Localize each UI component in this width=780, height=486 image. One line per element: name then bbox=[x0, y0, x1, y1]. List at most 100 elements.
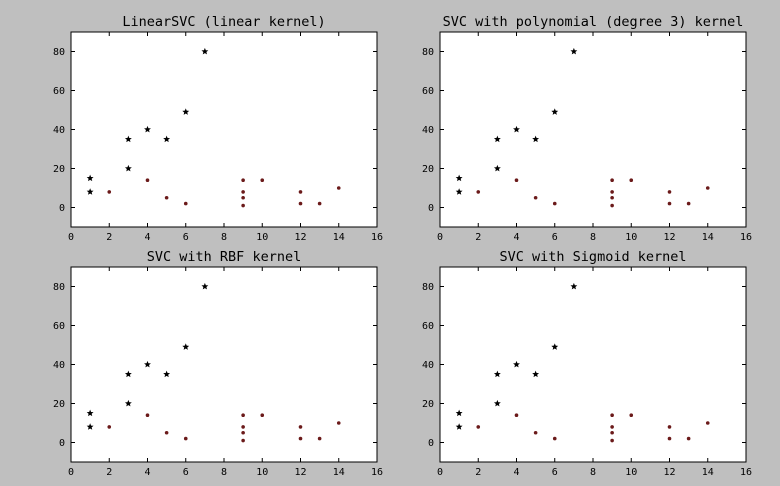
point-star bbox=[532, 135, 540, 143]
point-dot bbox=[145, 178, 150, 182]
point-dot bbox=[241, 190, 245, 194]
x-tick-label: 8 bbox=[221, 232, 227, 243]
point-star bbox=[144, 125, 151, 133]
point-star bbox=[124, 399, 132, 407]
point-star bbox=[455, 409, 463, 417]
y-tick-label: 0 bbox=[428, 203, 434, 214]
x-tick-label: 4 bbox=[144, 232, 150, 243]
point-dot bbox=[241, 430, 245, 435]
y-tick-label: 80 bbox=[422, 282, 434, 293]
point-dot bbox=[107, 425, 112, 429]
point-dot bbox=[705, 421, 710, 425]
point-dot bbox=[241, 203, 245, 208]
point-star bbox=[513, 125, 520, 133]
x-tick-label: 2 bbox=[106, 467, 112, 478]
x-tick-label: 14 bbox=[702, 232, 714, 243]
y-tick-label: 20 bbox=[422, 399, 434, 410]
point-star bbox=[455, 188, 463, 195]
point-dot bbox=[241, 425, 245, 429]
point-dot bbox=[317, 436, 322, 441]
point-dot bbox=[667, 190, 672, 194]
x-tick-label: 0 bbox=[437, 232, 443, 243]
x-tick-label: 10 bbox=[625, 467, 637, 478]
x-tick-label: 12 bbox=[663, 232, 675, 243]
point-dot bbox=[260, 178, 265, 182]
x-tick-label: 2 bbox=[106, 232, 112, 243]
plot-area bbox=[439, 31, 747, 228]
x-tick-label: 2 bbox=[475, 467, 481, 478]
y-tick-label: 80 bbox=[53, 47, 65, 58]
point-star bbox=[201, 282, 209, 290]
x-tick-label: 4 bbox=[513, 232, 519, 243]
point-dot bbox=[610, 190, 614, 194]
point-dot bbox=[476, 190, 481, 194]
point-star bbox=[493, 164, 501, 172]
point-dot bbox=[298, 190, 303, 194]
point-star bbox=[532, 370, 540, 378]
point-star bbox=[513, 360, 520, 368]
point-star bbox=[493, 135, 501, 143]
x-tick-label: 6 bbox=[552, 232, 558, 243]
point-dot bbox=[241, 178, 245, 182]
point-dot bbox=[705, 186, 710, 190]
point-dot bbox=[610, 425, 614, 429]
point-star bbox=[86, 174, 94, 182]
point-dot bbox=[686, 436, 691, 441]
point-star bbox=[570, 282, 578, 290]
x-tick-label: 4 bbox=[144, 467, 150, 478]
x-tick-label: 16 bbox=[371, 232, 383, 243]
point-dot bbox=[241, 438, 245, 443]
point-star bbox=[455, 174, 463, 182]
point-star bbox=[201, 47, 209, 55]
y-tick-label: 20 bbox=[53, 399, 65, 410]
plot-area bbox=[70, 266, 378, 463]
x-tick-label: 12 bbox=[294, 467, 306, 478]
y-tick-label: 0 bbox=[59, 438, 65, 449]
point-dot bbox=[533, 195, 538, 200]
x-tick-label: 0 bbox=[437, 467, 443, 478]
point-dot bbox=[667, 425, 672, 429]
x-tick-label: 12 bbox=[294, 232, 306, 243]
y-tick-label: 80 bbox=[422, 47, 434, 58]
y-tick-label: 60 bbox=[422, 321, 434, 332]
point-star bbox=[493, 370, 501, 378]
point-dot bbox=[317, 201, 322, 206]
x-tick-label: 8 bbox=[590, 467, 596, 478]
x-tick-label: 10 bbox=[625, 232, 637, 243]
point-dot bbox=[298, 425, 303, 429]
x-tick-label: 4 bbox=[513, 467, 519, 478]
point-star bbox=[163, 135, 171, 143]
point-dot bbox=[686, 201, 691, 206]
point-star bbox=[570, 47, 578, 55]
point-star bbox=[163, 370, 171, 378]
point-dot bbox=[164, 195, 169, 200]
point-dot bbox=[552, 436, 557, 441]
subplot-1: LinearSVC (linear kernel) 0 2 4 6 8 10 12 14 16 0 2… bbox=[53, 14, 383, 243]
point-dot bbox=[298, 436, 303, 441]
point-dot bbox=[260, 413, 265, 418]
x-tick-label: 16 bbox=[371, 467, 383, 478]
point-dot bbox=[164, 430, 169, 435]
x-tick-label: 8 bbox=[590, 232, 596, 243]
point-dot bbox=[107, 190, 112, 194]
y-tick-label: 60 bbox=[53, 86, 65, 97]
point-dot bbox=[667, 436, 672, 441]
subplot-4: SVC with Sigmoid kernel 0 2 4 6 8 10 12 14 16 0 20 4… bbox=[422, 249, 752, 478]
point-dot bbox=[533, 430, 538, 435]
point-dot bbox=[336, 186, 341, 190]
subplot-2: SVC with polynomial (degree 3) kernel 0 2 4… bbox=[422, 14, 752, 243]
point-star bbox=[493, 399, 501, 407]
point-dot bbox=[241, 195, 245, 200]
plot-area bbox=[70, 31, 378, 228]
point-dot bbox=[610, 413, 614, 418]
plot-area bbox=[439, 266, 747, 463]
x-tick-label: 2 bbox=[475, 232, 481, 243]
x-tick-label: 14 bbox=[333, 232, 345, 243]
point-star bbox=[551, 108, 559, 115]
chart-title: SVC with RBF kernel bbox=[147, 249, 301, 265]
y-tick-label: 60 bbox=[422, 86, 434, 97]
x-tick-label: 16 bbox=[740, 232, 752, 243]
point-star bbox=[86, 409, 94, 417]
y-tick-label: 40 bbox=[422, 125, 434, 136]
point-dot bbox=[514, 178, 519, 182]
